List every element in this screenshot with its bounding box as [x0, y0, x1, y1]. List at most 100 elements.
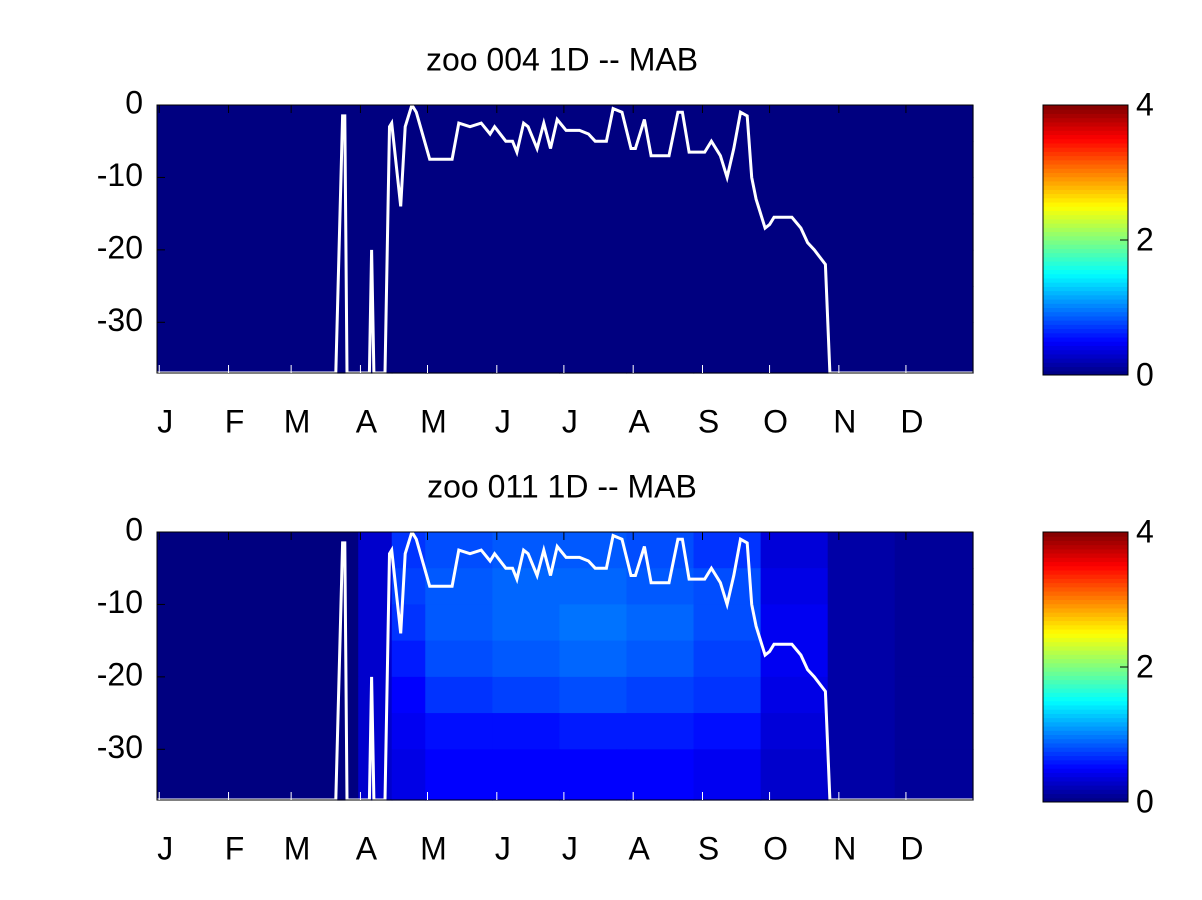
heat-cell: [693, 105, 762, 142]
heat-cell: [626, 213, 695, 251]
heat-cell: [693, 322, 762, 374]
colorbar-swatch: [1043, 294, 1128, 300]
y-tick-label: -10: [97, 157, 143, 193]
colorbar-swatch: [1043, 789, 1128, 795]
heat-cell: [425, 713, 493, 750]
x-tick-label: S: [698, 830, 719, 866]
heat-cell: [693, 249, 762, 287]
heat-cell: [693, 713, 762, 750]
heat-cell: [391, 249, 426, 287]
x-tick-label: O: [763, 830, 788, 866]
heat-cell: [827, 249, 896, 287]
colorbar-tick-label: 4: [1136, 86, 1154, 122]
heat-cell: [894, 213, 974, 251]
heat-cell: [291, 322, 359, 374]
heat-cell: [760, 105, 829, 142]
heat-cell: [492, 676, 561, 714]
colorbar-swatch: [1043, 214, 1128, 220]
heat-cell: [894, 249, 974, 287]
heat-cell: [224, 532, 292, 569]
colorbar-swatch: [1043, 337, 1128, 342]
heat-cell: [894, 286, 974, 323]
colorbar-swatch: [1043, 307, 1128, 313]
colorbar-swatch: [1043, 345, 1128, 351]
colorbar-swatch: [1043, 168, 1128, 173]
colorbar-swatch: [1043, 683, 1128, 689]
colorbar-swatch: [1043, 616, 1128, 622]
colorbar-swatch: [1043, 667, 1128, 672]
colorbar-swatch: [1043, 311, 1128, 317]
y-tick-label: 0: [125, 511, 143, 547]
heat-cell: [693, 640, 762, 678]
colorbar-swatch: [1043, 793, 1128, 799]
colorbar-swatch: [1043, 582, 1128, 588]
colorbar-swatch: [1043, 692, 1128, 698]
heat-cell: [894, 604, 974, 642]
heat-cell: [291, 568, 359, 606]
colorbar-swatch: [1043, 126, 1128, 131]
heat-cell: [492, 213, 561, 251]
colorbar-swatch: [1043, 366, 1128, 372]
y-tick-label: -30: [97, 302, 143, 338]
heat-cell: [492, 640, 561, 678]
heat-cell: [291, 141, 359, 179]
x-tick-label: F: [225, 403, 245, 439]
colorbar-swatch: [1043, 176, 1128, 182]
heat-cell: [827, 213, 896, 251]
heat-cell: [693, 286, 762, 323]
heat-cell: [760, 249, 829, 287]
heat-cell: [224, 676, 292, 714]
colorbar-swatch: [1043, 633, 1128, 638]
heat-cell: [224, 604, 292, 642]
heat-cell: [693, 676, 762, 714]
heat-cell: [626, 322, 695, 374]
heat-cell: [157, 286, 225, 323]
heat-cell: [559, 286, 628, 323]
heat-cell: [157, 532, 225, 569]
heat-cell: [157, 749, 225, 801]
colorbar-swatch: [1043, 286, 1128, 292]
heat-cell: [760, 141, 829, 179]
colorbar-swatch: [1043, 218, 1128, 224]
heat-cell: [157, 322, 225, 374]
heat-cell: [224, 568, 292, 606]
heat-cell: [291, 604, 359, 642]
heat-cell: [391, 322, 426, 374]
heat-cell: [827, 286, 896, 323]
heat-cell: [559, 676, 628, 714]
heat-cell: [425, 604, 493, 642]
colorbar-swatch: [1043, 742, 1128, 748]
y-tick-label: -20: [97, 229, 143, 265]
heat-cell: [291, 676, 359, 714]
colorbar-swatch: [1043, 662, 1128, 668]
heat-cell: [894, 640, 974, 678]
colorbar-swatch: [1043, 370, 1128, 376]
heat-cell: [157, 568, 225, 606]
heat-cell: [157, 249, 225, 287]
colorbar-swatch: [1043, 202, 1128, 207]
heat-cell: [492, 177, 561, 215]
heat-cell: [760, 676, 829, 714]
depth-line: [157, 101, 973, 375]
colorbar-swatch: [1043, 130, 1128, 136]
colorbar-swatch: [1043, 117, 1128, 123]
heat-cell: [559, 568, 628, 606]
colorbar-swatch: [1043, 607, 1128, 613]
heat-cell: [827, 640, 896, 678]
colorbar-swatch: [1043, 231, 1128, 237]
heat-cell: [894, 676, 974, 714]
heat-cell: [894, 713, 974, 750]
heat-cell: [760, 713, 829, 750]
colorbar-swatch: [1043, 679, 1128, 685]
y-tick-label: -20: [97, 656, 143, 692]
colorbar-swatch: [1043, 565, 1128, 571]
colorbar-swatch: [1043, 362, 1128, 368]
y-tick-label: -30: [97, 729, 143, 765]
x-tick-label: M: [284, 403, 311, 439]
colorbar-swatch: [1043, 540, 1128, 546]
heat-cell: [157, 213, 225, 251]
x-tick-label: J: [562, 830, 578, 866]
colorbar-swatch: [1043, 654, 1128, 660]
colorbar-swatch: [1043, 164, 1128, 169]
colorbar-swatch: [1043, 721, 1128, 727]
